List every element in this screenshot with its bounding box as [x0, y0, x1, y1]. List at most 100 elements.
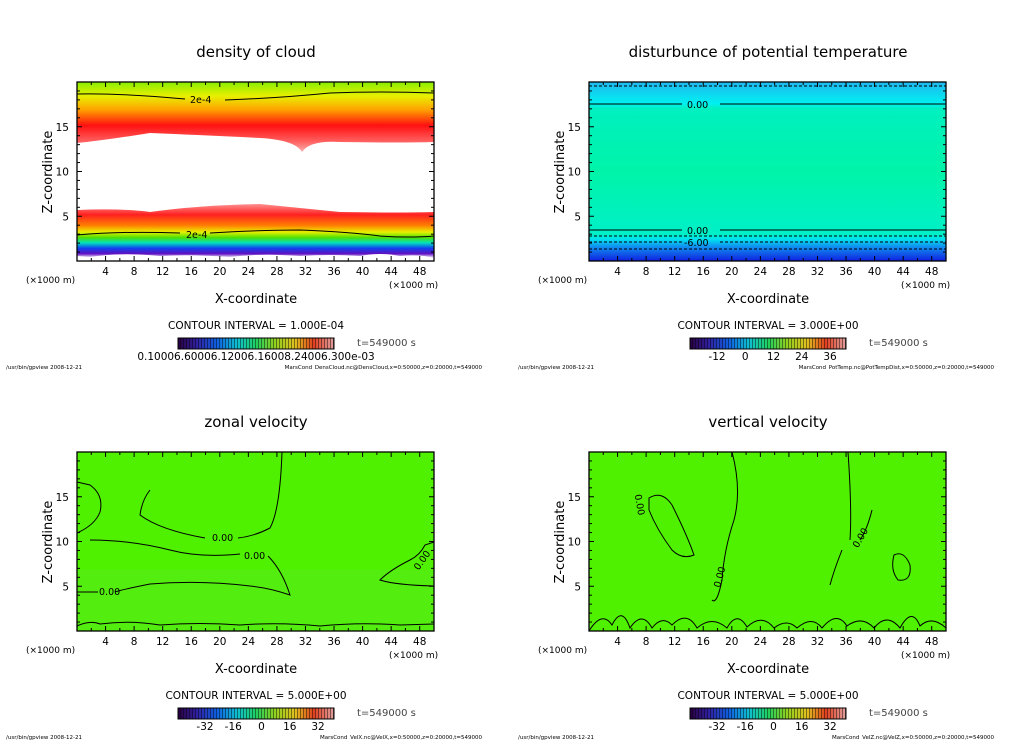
x-tick-label: 8	[643, 266, 650, 278]
plot-svg: 0.00 0.00 0.00 4 8 12 16 20 24 28 32 36 40 44 48510…	[518, 413, 995, 740]
chart-title: disturbunce of potential temperature	[629, 43, 908, 61]
x-unit-label: (×1000 m)	[538, 276, 587, 286]
colorbar-levels	[690, 708, 846, 719]
x-tick-label: 16	[185, 266, 199, 278]
y-axis-label: Z-coordinate	[553, 131, 568, 214]
x-axis-label: X-coordinate	[215, 662, 297, 677]
x-tick-label: 48	[413, 636, 426, 648]
contour-label: 0.00	[212, 533, 233, 544]
contour-label: 2e-4	[190, 95, 211, 106]
chart-title: vertical velocity	[708, 413, 827, 431]
colorbar-tick-label: -32	[196, 721, 213, 733]
x-tick-label: 20	[725, 266, 738, 278]
colorbar-tick-label: 0	[770, 721, 777, 733]
contour-label: 0.00	[687, 100, 708, 111]
y-tick-label: 5	[62, 211, 69, 223]
y-tick-label: 10	[568, 537, 581, 549]
x-unit-label: (×1000 m)	[26, 646, 75, 656]
contour-lines	[76, 451, 435, 627]
footer-left: /usr/bin/gpview 2008-12-21	[6, 735, 82, 740]
contour-label: 2e-4	[186, 230, 207, 241]
panel-zonal-velocity: 0.00 0.00 0.00 0.00 4 8 12 16 20 24 28 32 36 40 44…	[0, 370, 512, 740]
x-unit-label: (×1000 m)	[389, 651, 438, 661]
contour-lines	[588, 451, 947, 632]
x-tick-label: 32	[299, 266, 312, 278]
colorbar-tick-label: 0	[258, 721, 265, 733]
x-tick-label: 20	[213, 266, 226, 278]
x-tick-label: 8	[131, 266, 138, 278]
x-tick-label: 32	[811, 266, 824, 278]
contour-lines	[589, 85, 946, 250]
x-unit-label: (×1000 m)	[26, 276, 75, 286]
y-tick-label: 15	[56, 492, 69, 504]
contour-label: -6.00	[684, 238, 709, 249]
colorbar-tick-label: 0.10006.60006.12006.16008.24006.300e-03	[137, 351, 374, 363]
footer-left: /usr/bin/gpview 2008-12-21	[518, 735, 594, 740]
x-tick-label: 48	[413, 266, 426, 278]
colorbar-tick-label: 12	[767, 351, 780, 363]
contour-label: 0.00	[99, 587, 120, 598]
x-tick-label: 24	[754, 266, 768, 278]
x-tick-label: 32	[299, 636, 312, 648]
colorbar-tick-label: 16	[283, 721, 297, 733]
contour-interval: CONTOUR INTERVAL = 1.000E-04	[168, 320, 344, 332]
contour-label: 0.00	[244, 551, 265, 562]
x-tick-label: 4	[102, 636, 109, 648]
y-axis-label: Z-coordinate	[41, 131, 56, 214]
x-tick-label: 44	[896, 636, 910, 648]
x-tick-label: 24	[242, 266, 256, 278]
y-axis-label: Z-coordinate	[41, 501, 56, 584]
x-tick-label: 36	[839, 636, 853, 648]
y-tick-label: 5	[574, 211, 581, 223]
x-tick-label: 44	[384, 266, 398, 278]
field-fill	[589, 452, 946, 631]
x-tick-label: 12	[668, 266, 681, 278]
panel-potential-temperature: 0.00 0.00 -6.00 4 8 12 16 20 24 28 32 36 40 44 48 5 1…	[512, 0, 1024, 370]
x-tick-label: 24	[242, 636, 256, 648]
x-unit-label: (×1000 m)	[389, 281, 438, 291]
colorbar-levels	[690, 338, 846, 349]
colorbar-levels	[178, 708, 334, 719]
x-tick-label: 4	[102, 266, 109, 278]
contour-lines	[76, 91, 435, 238]
x-tick-label: 20	[213, 636, 226, 648]
x-tick-label: 12	[156, 266, 169, 278]
y-tick-label: 10	[56, 537, 69, 549]
x-tick-label: 36	[327, 636, 341, 648]
x-axis-label: X-coordinate	[215, 292, 297, 307]
colorbar-levels	[178, 338, 334, 349]
panel-density-of-cloud: 2e-4 2e-4 4 8 12 16 20 24 28 32 36 40 44 48 5 10 15 den…	[0, 0, 512, 370]
contour-interval: CONTOUR INTERVAL = 3.000E+00	[677, 320, 858, 332]
footer-right: MarsCond_VelZ.nc@VelZ,x=0:50000,z=0:2000…	[832, 735, 995, 740]
colorbar-tick-label: 16	[795, 721, 809, 733]
x-tick-label: 12	[156, 636, 169, 648]
chart-title: density of cloud	[196, 43, 316, 61]
x-tick-label: 36	[327, 266, 341, 278]
x-tick-label: 40	[868, 636, 881, 648]
x-tick-label: 40	[868, 266, 881, 278]
colorbar-tick-label: -32	[708, 721, 725, 733]
x-unit-label: (×1000 m)	[901, 651, 950, 661]
colorbar-tick-label: -16	[225, 721, 242, 733]
contour-label: 0.00	[632, 493, 647, 516]
x-tick-label: 24	[754, 636, 768, 648]
plot-svg: 2e-4 2e-4 4 8 12 16 20 24 28 32 36 40 44 4851015den…	[6, 43, 482, 370]
x-axis-label: X-coordinate	[727, 662, 809, 677]
x-tick-label: 28	[782, 266, 795, 278]
y-tick-label: 5	[574, 581, 581, 593]
chart-title: zonal velocity	[204, 413, 307, 431]
footer-right: MarsCond_VelX.nc@VelX,x=0:50000,z=0:2000…	[320, 735, 483, 740]
field-fill	[77, 82, 434, 261]
x-tick-label: 16	[697, 266, 711, 278]
time-label: t=549000 s	[357, 338, 416, 349]
footer-right: MarsCond_PotTemp.nc@PotTempDist,x=0:5000…	[799, 365, 995, 370]
x-tick-label: 36	[839, 266, 853, 278]
x-tick-label: 28	[270, 266, 283, 278]
colorbar-tick-label: 32	[823, 721, 836, 733]
colorbar-tick-label: 32	[311, 721, 324, 733]
x-tick-label: 4	[614, 266, 621, 278]
x-tick-label: 16	[697, 636, 711, 648]
y-axis-label: Z-coordinate	[553, 501, 568, 584]
x-axis-label: X-coordinate	[727, 292, 809, 307]
plot-svg: 0.00 0.00 -6.00 4 8 12 16 20 24 28 32 36 40 44 4851…	[518, 43, 995, 370]
